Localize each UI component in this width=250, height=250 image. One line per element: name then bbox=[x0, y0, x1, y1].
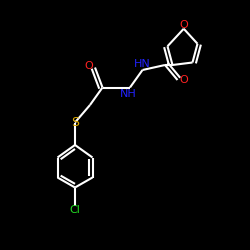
Text: O: O bbox=[84, 61, 93, 71]
Text: Cl: Cl bbox=[70, 205, 80, 215]
Text: S: S bbox=[71, 116, 79, 129]
Text: NH: NH bbox=[120, 89, 136, 99]
Text: O: O bbox=[180, 75, 188, 85]
Text: HN: HN bbox=[134, 59, 151, 69]
Text: O: O bbox=[180, 20, 188, 30]
